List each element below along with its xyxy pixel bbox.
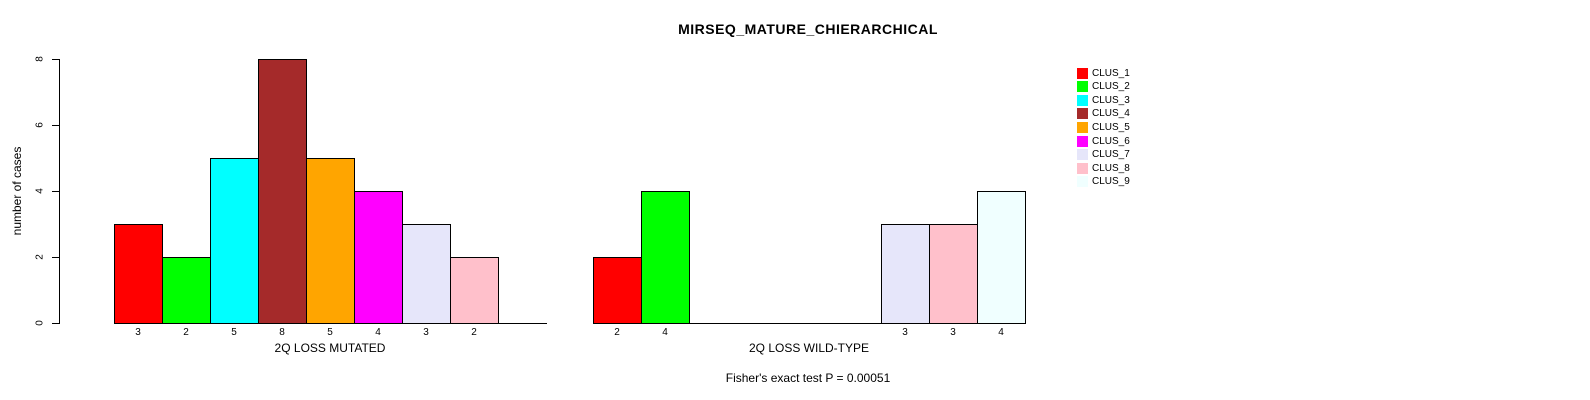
- legend-label: CLUS_3: [1092, 94, 1130, 106]
- bar-value-label: 3: [135, 327, 141, 338]
- legend-label: CLUS_7: [1092, 149, 1130, 161]
- bar-clus_1: [593, 257, 642, 324]
- group-axis-label: 2Q LOSS WILD-TYPE: [748, 341, 870, 355]
- legend-label: CLUS_8: [1092, 162, 1130, 174]
- legend-label: CLUS_9: [1092, 176, 1130, 188]
- bar-value-label: 2: [614, 327, 620, 338]
- y-tick-mark: [52, 257, 59, 258]
- bar-clus_8: [450, 257, 499, 324]
- bar-clus_2: [162, 257, 211, 324]
- zero-height-bar-line: [785, 323, 834, 324]
- y-tick-mark: [52, 59, 59, 60]
- legend-swatch-clus_9: [1077, 176, 1088, 188]
- y-axis-line: [59, 59, 60, 324]
- y-axis-label: number of cases: [10, 146, 24, 236]
- legend-swatch-clus_8: [1077, 162, 1088, 174]
- zero-height-bar-line: [833, 323, 882, 324]
- legend-swatch-clus_3: [1077, 94, 1088, 106]
- bar-value-label: 8: [279, 327, 285, 338]
- legend-swatch-clus_5: [1077, 121, 1088, 133]
- y-tick-mark: [52, 125, 59, 126]
- y-tick-label: 0: [34, 320, 46, 326]
- bar-clus_8: [929, 224, 978, 324]
- bar-value-label: 4: [998, 327, 1004, 338]
- y-tick-mark: [52, 323, 59, 324]
- group-axis-label: 2Q LOSS MUTATED: [274, 341, 386, 355]
- legend-label: CLUS_2: [1092, 81, 1130, 93]
- legend-swatch-clus_2: [1077, 81, 1088, 93]
- y-tick-label: 6: [34, 122, 46, 128]
- zero-height-bar-line: [737, 323, 786, 324]
- bar-clus_4: [258, 59, 307, 324]
- bar-value-label: 4: [375, 327, 381, 338]
- zero-height-bar-line: [689, 323, 738, 324]
- bar-value-label: 3: [423, 327, 429, 338]
- bar-clus_3: [210, 158, 259, 324]
- bar-value-label: 3: [902, 327, 908, 338]
- bar-clus_5: [306, 158, 355, 324]
- bar-value-label: 2: [183, 327, 189, 338]
- y-tick-label: 8: [34, 56, 46, 62]
- legend-swatch-clus_7: [1077, 149, 1088, 161]
- legend-swatch-clus_4: [1077, 108, 1088, 120]
- legend-label: CLUS_4: [1092, 108, 1130, 120]
- legend-label: CLUS_5: [1092, 121, 1130, 133]
- bar-value-label: 5: [231, 327, 237, 338]
- bar-clus_7: [402, 224, 451, 324]
- bar-clus_9: [977, 191, 1026, 324]
- y-tick-label: 2: [34, 254, 46, 260]
- y-tick-label: 4: [34, 188, 46, 194]
- legend-label: CLUS_1: [1092, 67, 1130, 79]
- legend-swatch-clus_6: [1077, 135, 1088, 147]
- bar-clus_7: [881, 224, 930, 324]
- fisher-test-annotation: Fisher's exact test P = 0.00051: [725, 371, 891, 385]
- zero-height-bar-line: [498, 323, 547, 324]
- legend-swatch-clus_1: [1077, 67, 1088, 79]
- legend-label: CLUS_6: [1092, 135, 1130, 147]
- bar-value-label: 4: [662, 327, 668, 338]
- bar-clus_2: [641, 191, 690, 324]
- bar-value-label: 3: [950, 327, 956, 338]
- bar-value-label: 5: [327, 327, 333, 338]
- chart-title: MIRSEQ_MATURE_CHIERARCHICAL: [678, 21, 938, 37]
- bar-clus_6: [354, 191, 403, 324]
- bar-clus_1: [114, 224, 163, 324]
- y-tick-mark: [52, 191, 59, 192]
- bar-value-label: 2: [471, 327, 477, 338]
